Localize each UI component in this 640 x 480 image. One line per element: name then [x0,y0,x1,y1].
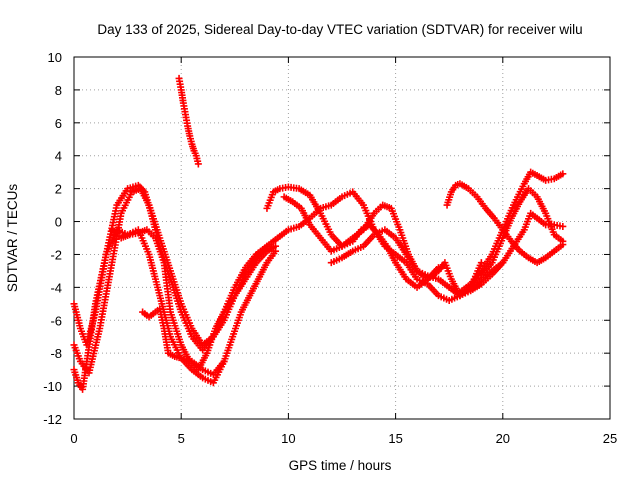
y-tick-label: -2 [50,247,62,262]
data-point [559,170,567,178]
x-tick-label: 20 [496,431,510,446]
x-axis-title: GPS time / hours [289,458,392,473]
data-point [477,259,485,267]
x-tick-label: 0 [70,431,77,446]
y-tick-label: 4 [55,149,62,164]
chart-title: Day 133 of 2025, Sidereal Day-to-day VTE… [97,22,582,37]
y-tick-label: -12 [43,412,62,427]
data-point [559,237,567,245]
y-tick-label: -4 [50,280,62,295]
y-tick-labels: -12 -10 -8 -6 -4 -2 0 2 4 6 8 10 [43,50,62,427]
y-tick-label: -6 [50,313,62,328]
y-tick-label: 2 [55,182,62,197]
data-point [194,160,202,168]
x-tick-label: 25 [603,431,617,446]
x-tick-label: 15 [388,431,402,446]
plot-frame [73,56,611,420]
y-axis-title: SDTVAR / TECUs [5,184,20,293]
series-arc-5 [139,247,280,379]
x-tick-label: 10 [281,431,295,446]
series-arc-12 [445,168,567,296]
series-arc-14 [477,185,567,278]
y-tick-label: -10 [43,379,62,394]
y-tick-label: 10 [48,50,62,65]
y-tick-label: 8 [55,83,62,98]
data-point [559,222,567,230]
y-tick-label: 6 [55,116,62,131]
data-points [70,74,567,393]
series-arc-6 [175,74,202,168]
series-arc-9 [280,193,507,300]
y-tick-label: 0 [55,215,62,230]
y-tick-label: -8 [50,346,62,361]
x-tick-label: 5 [178,431,185,446]
series-arc-13 [467,209,567,295]
data-point [272,247,280,255]
x-tick-labels: 0 5 10 15 20 25 [70,431,617,446]
